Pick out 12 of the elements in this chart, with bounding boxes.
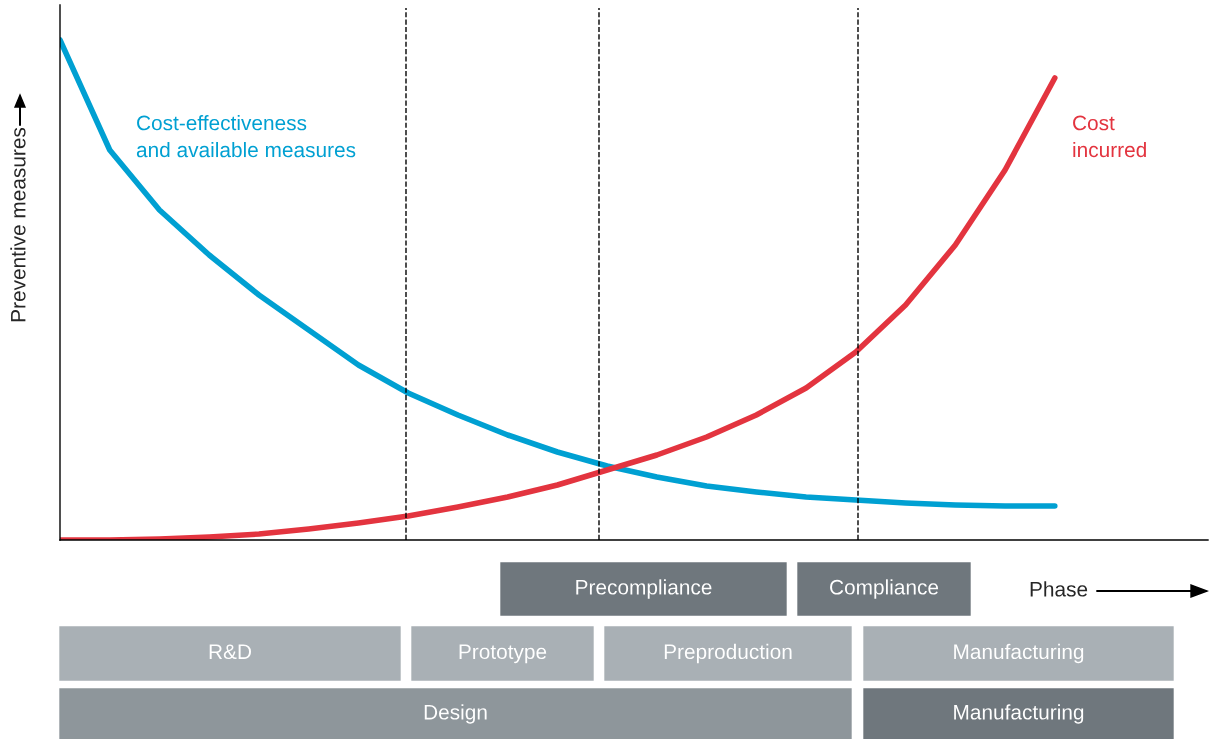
text: R&D	[209, 644, 251, 660]
series-label: Cost incurred	[1073, 115, 1146, 158]
text: Manufacturing	[954, 704, 1084, 724]
text: Prototype	[459, 644, 547, 664]
text: Precompliance	[576, 579, 712, 599]
text: Manufacturing	[954, 643, 1084, 664]
text: Design	[424, 704, 487, 724]
series-label: Cost-effectiveness and available measures	[136, 115, 356, 158]
y-axis-title: Preventive measures	[10, 127, 26, 322]
text: Compliance	[830, 579, 939, 599]
text: Preproduction	[664, 643, 792, 664]
x-axis-title: Phase	[1030, 581, 1088, 597]
